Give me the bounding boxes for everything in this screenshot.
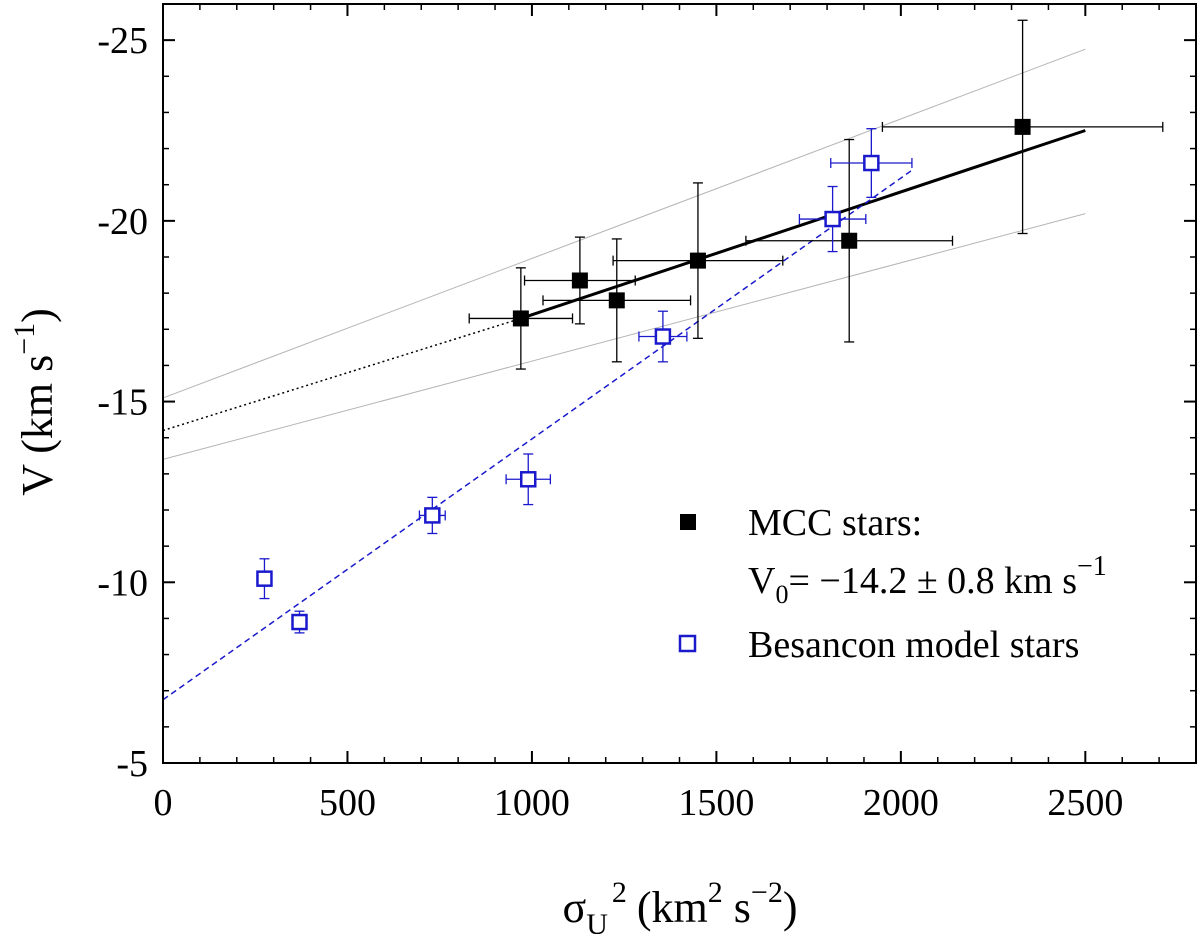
marker-filled-square xyxy=(1014,118,1031,135)
fit-line-besancon-fit xyxy=(162,169,913,701)
plot-frame xyxy=(162,3,1197,764)
x-tick-label: 2500 xyxy=(1047,782,1123,824)
data-point xyxy=(256,558,273,600)
data-point xyxy=(542,238,692,363)
data-point xyxy=(468,267,574,370)
x-tick-label: 1500 xyxy=(678,782,754,824)
legend-marker-mcc xyxy=(680,514,696,530)
marker-filled-square xyxy=(512,310,529,327)
marker-open-square xyxy=(424,507,441,524)
x-tick-label: 2000 xyxy=(863,782,939,824)
marker-filled-square xyxy=(841,232,858,249)
legend-label-mcc: MCC stars: xyxy=(748,502,922,544)
y-axis-title: V (km s−1) xyxy=(8,308,62,496)
data-point xyxy=(523,236,636,325)
data-point xyxy=(418,496,446,535)
legend-marker-besancon xyxy=(678,634,697,653)
data-point xyxy=(745,138,954,343)
data-point xyxy=(798,185,867,253)
data-point xyxy=(830,128,913,199)
data-point xyxy=(612,182,784,339)
y-tick-label: -10 xyxy=(97,562,148,604)
legend: MCC stars: V0= −14.2 ± 0.8 km s−1 Besanc… xyxy=(678,502,1107,666)
fit-line-mcc-extrapolation xyxy=(162,317,522,432)
x-tick-label: 1000 xyxy=(494,782,570,824)
axis-ticks: 0 500 1000 1500 2000 2500 -5 -10 -15 -20 -25 xyxy=(97,4,1197,824)
data-point xyxy=(291,610,308,634)
fit-line-mcc-fit xyxy=(520,129,1086,320)
legend-label-v0: V0= −14.2 ± 0.8 km s−1 xyxy=(748,551,1107,609)
fit-line-lower-bound xyxy=(162,213,1086,460)
x-tick-label: 500 xyxy=(319,782,376,824)
data-point xyxy=(505,453,552,506)
x-tick-label: 0 xyxy=(154,782,173,824)
fit-line-upper-bound xyxy=(162,48,1086,399)
y-tick-label: -25 xyxy=(97,20,148,62)
marker-filled-square xyxy=(689,252,706,269)
y-tick-label: -20 xyxy=(97,201,148,243)
legend-label-besancon: Besancon model stars xyxy=(748,624,1079,666)
marker-filled-square xyxy=(571,272,588,289)
data-point xyxy=(881,19,1164,235)
data-point xyxy=(638,310,688,363)
y-tick-label: -5 xyxy=(116,743,148,785)
marker-open-square xyxy=(824,210,841,228)
fit-lines-layer xyxy=(162,48,1086,701)
marker-open-square xyxy=(654,328,672,345)
marker-open-square xyxy=(863,154,880,172)
marker-open-square xyxy=(519,471,537,488)
data-points-layer xyxy=(256,19,1164,634)
x-axis-title: σU2 (km2 s−2) xyxy=(563,876,798,934)
marker-open-square xyxy=(256,570,273,587)
y-tick-label: -15 xyxy=(97,382,148,424)
marker-filled-square xyxy=(608,292,625,309)
marker-open-square xyxy=(291,613,308,631)
